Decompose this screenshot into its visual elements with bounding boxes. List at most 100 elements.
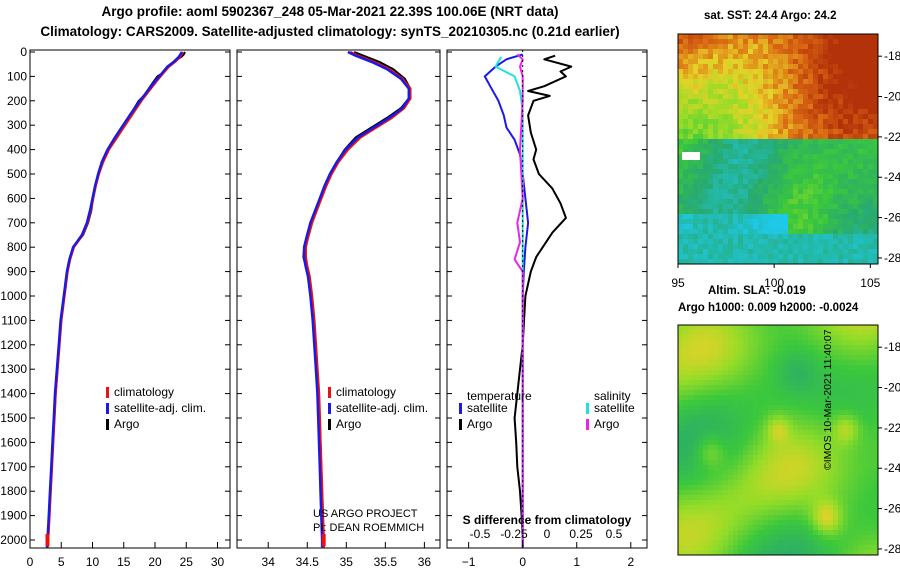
sst-map-cell bbox=[718, 144, 724, 150]
sst-map-cell bbox=[788, 204, 794, 210]
sst-map-cell bbox=[688, 94, 694, 100]
sst-map-cell bbox=[748, 144, 754, 150]
sla-map-cell bbox=[853, 380, 859, 386]
sla-map-cell bbox=[818, 470, 824, 476]
sla-map-cell bbox=[728, 480, 734, 486]
sst-map-cell bbox=[843, 224, 849, 230]
sst-map-cell bbox=[793, 34, 799, 40]
sst-map-cell bbox=[823, 124, 829, 130]
sla-map-cell bbox=[778, 485, 784, 491]
sla-map-cell bbox=[768, 535, 774, 541]
sla-map-cell bbox=[698, 360, 704, 366]
sla-map-cell bbox=[823, 345, 829, 351]
sla-map-cell bbox=[873, 360, 879, 366]
sla-map-cell bbox=[868, 405, 874, 411]
sst-map-cell bbox=[828, 209, 834, 215]
sst-map-cell bbox=[828, 59, 834, 65]
sst-map-cell bbox=[748, 209, 754, 215]
sst-map-cell bbox=[863, 124, 869, 130]
sst-map-cell bbox=[738, 129, 744, 135]
sla-map-cell bbox=[858, 430, 864, 436]
sst-map-cell bbox=[743, 109, 749, 115]
sla-map-cell bbox=[713, 510, 719, 516]
sla-map-cell bbox=[703, 425, 709, 431]
sst-map-cell bbox=[778, 234, 784, 240]
sst-map-cell bbox=[858, 154, 864, 160]
sla-map-cell bbox=[798, 390, 804, 396]
sst-map-cell bbox=[713, 49, 719, 55]
temperature-frame bbox=[29, 49, 231, 549]
sst-map-cell bbox=[738, 199, 744, 205]
sla-map-cell bbox=[718, 345, 724, 351]
sla-map-cell bbox=[783, 525, 789, 531]
sla-map-cell bbox=[683, 500, 689, 506]
sst-map-cell bbox=[693, 209, 699, 215]
sst-map-cell bbox=[723, 159, 729, 165]
sst-map-cell bbox=[708, 189, 714, 195]
sst-map-cell bbox=[778, 164, 784, 170]
sst-map-cell bbox=[823, 224, 829, 230]
sst-map-cell bbox=[798, 139, 804, 145]
sst-map-cell bbox=[753, 244, 759, 250]
sla-map-cell bbox=[853, 495, 859, 501]
sst-map-cell bbox=[723, 69, 729, 75]
sst-map-cell bbox=[808, 99, 814, 105]
sst-map-cell bbox=[838, 234, 844, 240]
sla-map-cell bbox=[728, 525, 734, 531]
sst-map-cell bbox=[868, 34, 874, 40]
sst-map-cell bbox=[838, 124, 844, 130]
sst-map-cell bbox=[748, 199, 754, 205]
sla-map-cell bbox=[693, 345, 699, 351]
sst-map-cell bbox=[863, 59, 869, 65]
sla-map-cell bbox=[738, 395, 744, 401]
sst-map-cell bbox=[808, 219, 814, 225]
sst-map-cell bbox=[868, 49, 874, 55]
sla-map-cell bbox=[733, 520, 739, 526]
sst-map-cell bbox=[818, 209, 824, 215]
sst-map-cell bbox=[818, 109, 824, 115]
sst-map-cell bbox=[873, 114, 879, 120]
sst-map-cell bbox=[803, 74, 809, 80]
sst-map-cell bbox=[873, 59, 879, 65]
sst-map-cell bbox=[708, 214, 714, 220]
sla-map-cell bbox=[748, 355, 754, 361]
sst-map-cell bbox=[733, 129, 739, 135]
sst-map-cell bbox=[733, 149, 739, 155]
sst-map-cell bbox=[858, 54, 864, 60]
sst-map-cell bbox=[823, 69, 829, 75]
sla-map-cell bbox=[778, 400, 784, 406]
sla-map-cell bbox=[678, 475, 684, 481]
sst-map-cell bbox=[873, 184, 879, 190]
sla-map-cell bbox=[718, 485, 724, 491]
sst-map-cell bbox=[763, 59, 769, 65]
sla-map-cell bbox=[728, 455, 734, 461]
sst-map-cell bbox=[868, 209, 874, 215]
sst-map-cell bbox=[753, 114, 759, 120]
sla-map-cell bbox=[718, 410, 724, 416]
sla-map-cell bbox=[858, 495, 864, 501]
sst-map-cell bbox=[853, 39, 859, 45]
sla-map-cell bbox=[853, 425, 859, 431]
sst-map-cell bbox=[693, 259, 699, 265]
sst-map-cell bbox=[728, 169, 734, 175]
sla-map-cell bbox=[853, 405, 859, 411]
sst-map-cell bbox=[798, 134, 804, 140]
sst-map-cell bbox=[863, 179, 869, 185]
sst-map-cell bbox=[728, 79, 734, 85]
sst-map-cell bbox=[808, 49, 814, 55]
sla-map-cell bbox=[838, 405, 844, 411]
sst-map-cell bbox=[728, 94, 734, 100]
sst-map-cell bbox=[818, 184, 824, 190]
sst-map-cell bbox=[773, 159, 779, 165]
sst-map-cell bbox=[698, 204, 704, 210]
sst-map-cell bbox=[813, 199, 819, 205]
sst-map-cell bbox=[748, 259, 754, 265]
sst-map-cell bbox=[688, 69, 694, 75]
sla-map-cell bbox=[798, 365, 804, 371]
sst-map-cell bbox=[758, 194, 764, 200]
sla-map-cell bbox=[828, 480, 834, 486]
sst-map-cell bbox=[688, 39, 694, 45]
sst-map-cell bbox=[768, 139, 774, 145]
sst-map-cell bbox=[743, 99, 749, 105]
sst-map-cell bbox=[818, 239, 824, 245]
